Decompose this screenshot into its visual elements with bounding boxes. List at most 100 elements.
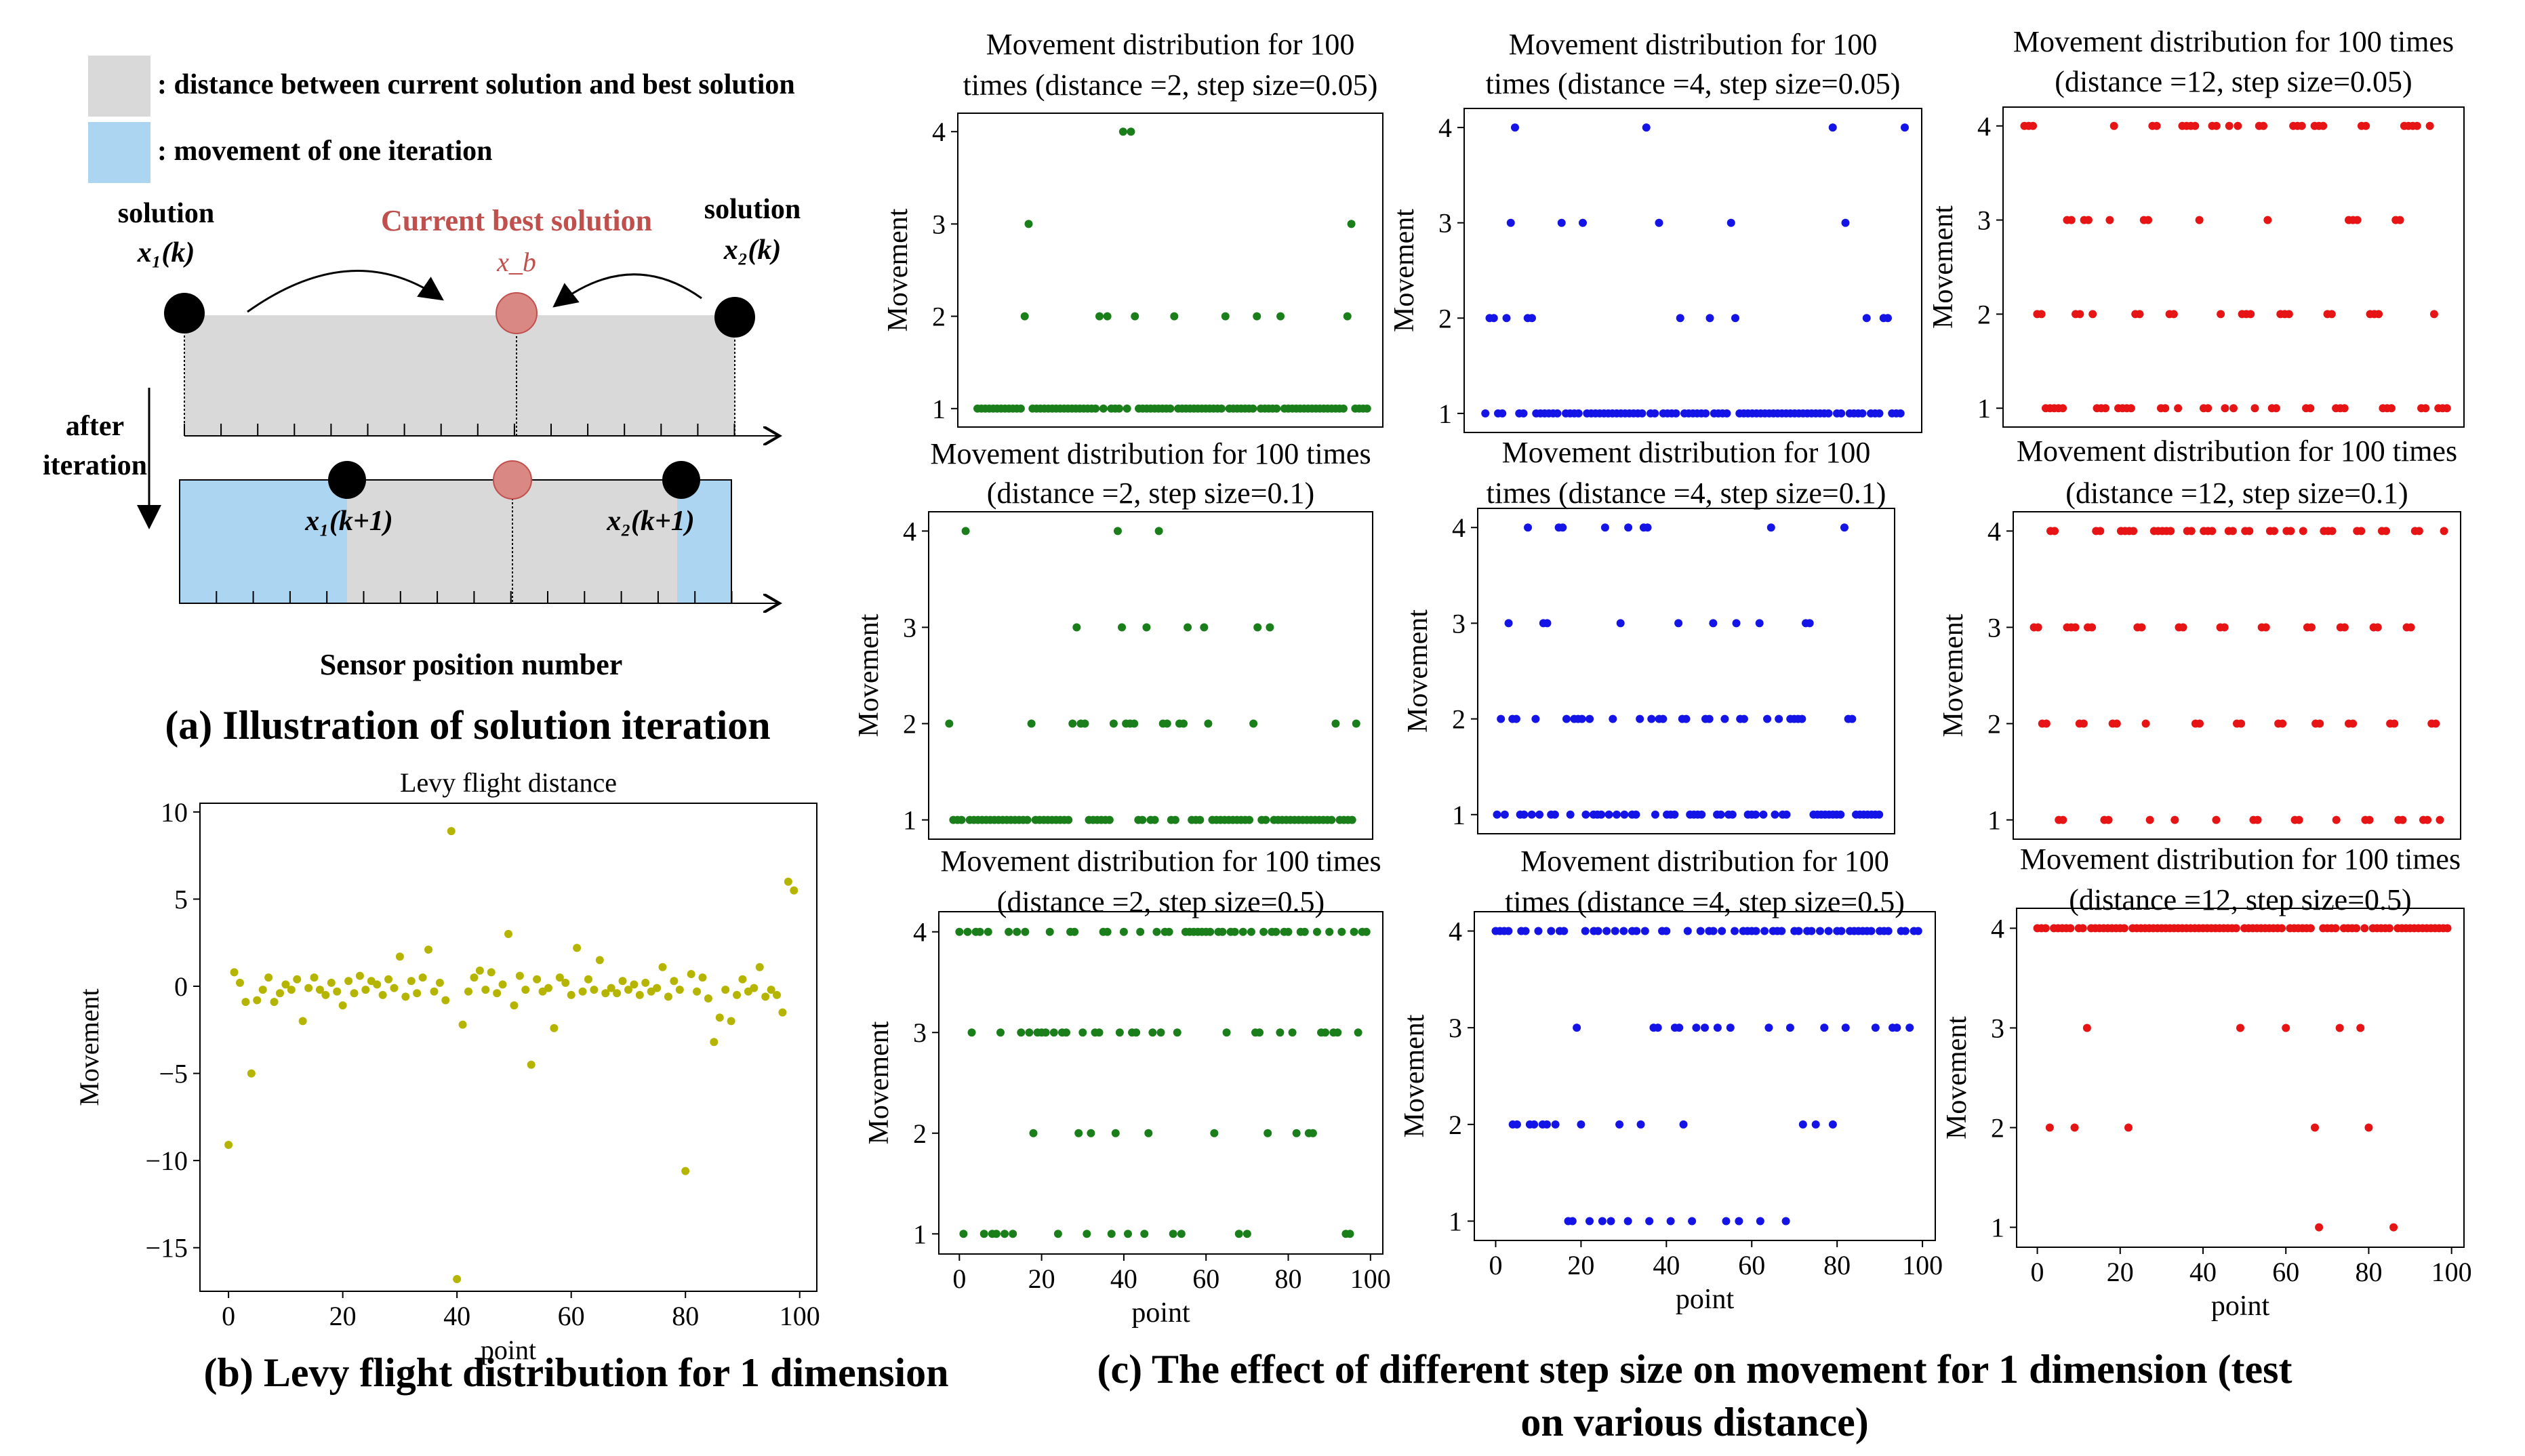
x-tick-label: 60 [2272,1257,2299,1287]
data-point [2335,1024,2344,1032]
data-point [1764,1024,1773,1032]
data-point [2278,719,2287,728]
data-point [959,1230,968,1238]
data-point [2263,216,2272,224]
x-tick-label: 20 [1028,1263,1055,1294]
data-point [1184,623,1192,632]
data-point [1722,1217,1731,1226]
data-point [2088,310,2097,319]
data-point [2195,216,2204,224]
data-point [1109,719,1118,728]
data-point [515,971,524,980]
x1-next-label: x₁(k+1) [304,506,393,537]
y-tick-label: 4 [932,117,946,147]
data-point [510,1001,519,1010]
data-point [401,992,410,1001]
data-point [1177,1230,1186,1238]
data-point [230,968,239,977]
data-point [1775,714,1783,723]
data-point [1619,927,1628,935]
y-tick-label: 2 [1987,709,2001,740]
data-point [435,978,444,987]
data-point [281,980,290,989]
data-point [2398,815,2407,824]
data-point [693,987,702,996]
data-point [378,990,387,999]
data-point [1651,810,1659,819]
data-point [1222,1028,1231,1037]
legend-gray-label: : distance between current solution and … [157,69,795,100]
data-point [1763,714,1772,723]
data-point [1343,312,1352,321]
data-point [755,963,764,971]
best-solution-dot [496,292,538,334]
data-point [1489,314,1498,323]
x-axis-label: point [1676,1284,1735,1315]
data-point [1577,714,1586,723]
data-point [1339,404,1348,413]
data-point [1709,619,1718,628]
data-point [390,984,399,992]
data-point [1579,218,1587,227]
data-point [1597,810,1606,819]
data-point [2245,527,2254,535]
legend-blue-label: : movement of one iteration [157,136,493,167]
data-point [979,1230,988,1238]
data-point [2282,1024,2290,1032]
data-point [727,1017,735,1026]
data-point [658,963,667,971]
data-point [1807,927,1816,935]
data-point [1718,927,1726,935]
data-point [2217,310,2225,319]
data-point [2137,623,2146,632]
data-point [1805,619,1814,628]
data-point [761,992,770,1001]
panel-c-caption-line2: on various distance) [1520,1400,1868,1444]
panel-a-caption: (a) Illustration of solution iteration [165,703,770,748]
data-point [1107,1230,1116,1238]
solution-left-dot [164,293,205,333]
data-point [1534,927,1543,935]
data-point [1642,123,1651,132]
data-point [1798,1120,1807,1129]
data-point [1210,1129,1219,1137]
data-point [2425,121,2434,130]
data-point [1811,1120,1820,1129]
x-tick-label: 60 [1738,1250,1765,1280]
data-point [2029,121,2038,130]
data-point [607,984,615,992]
data-point [2084,216,2093,224]
plot-frame [1463,108,1922,433]
data-point [1027,719,1036,728]
y-axis-label: Movement [864,1021,895,1144]
data-point [1620,810,1629,819]
data-point [1905,1024,1914,1032]
data-point [1636,1120,1645,1129]
data-point [395,952,404,961]
solution-left-var: x₁(k) [137,237,195,268]
data-point [2436,815,2444,824]
data-point [653,984,662,992]
data-point [2352,924,2361,933]
plot-frame [2002,106,2465,428]
panel-a: : distance between current solution and … [43,56,801,748]
data-point [373,980,382,989]
data-point [2191,121,2200,130]
data-point [1731,314,1739,323]
data-point [327,978,336,987]
data-point [1070,927,1079,936]
data-point [2141,719,2150,728]
data-point [1759,810,1768,819]
data-point [2124,1123,2133,1132]
data-point [963,927,972,936]
data-point [721,986,730,994]
solution-right-var: x₂(k) [723,235,782,266]
data-point [2311,1123,2319,1132]
data-point [1705,714,1714,723]
data-point [2237,719,2246,728]
data-point [1531,714,1540,723]
chart-title: Levy flight distance [400,767,617,798]
data-point [1016,404,1025,413]
data-point [710,1038,719,1047]
